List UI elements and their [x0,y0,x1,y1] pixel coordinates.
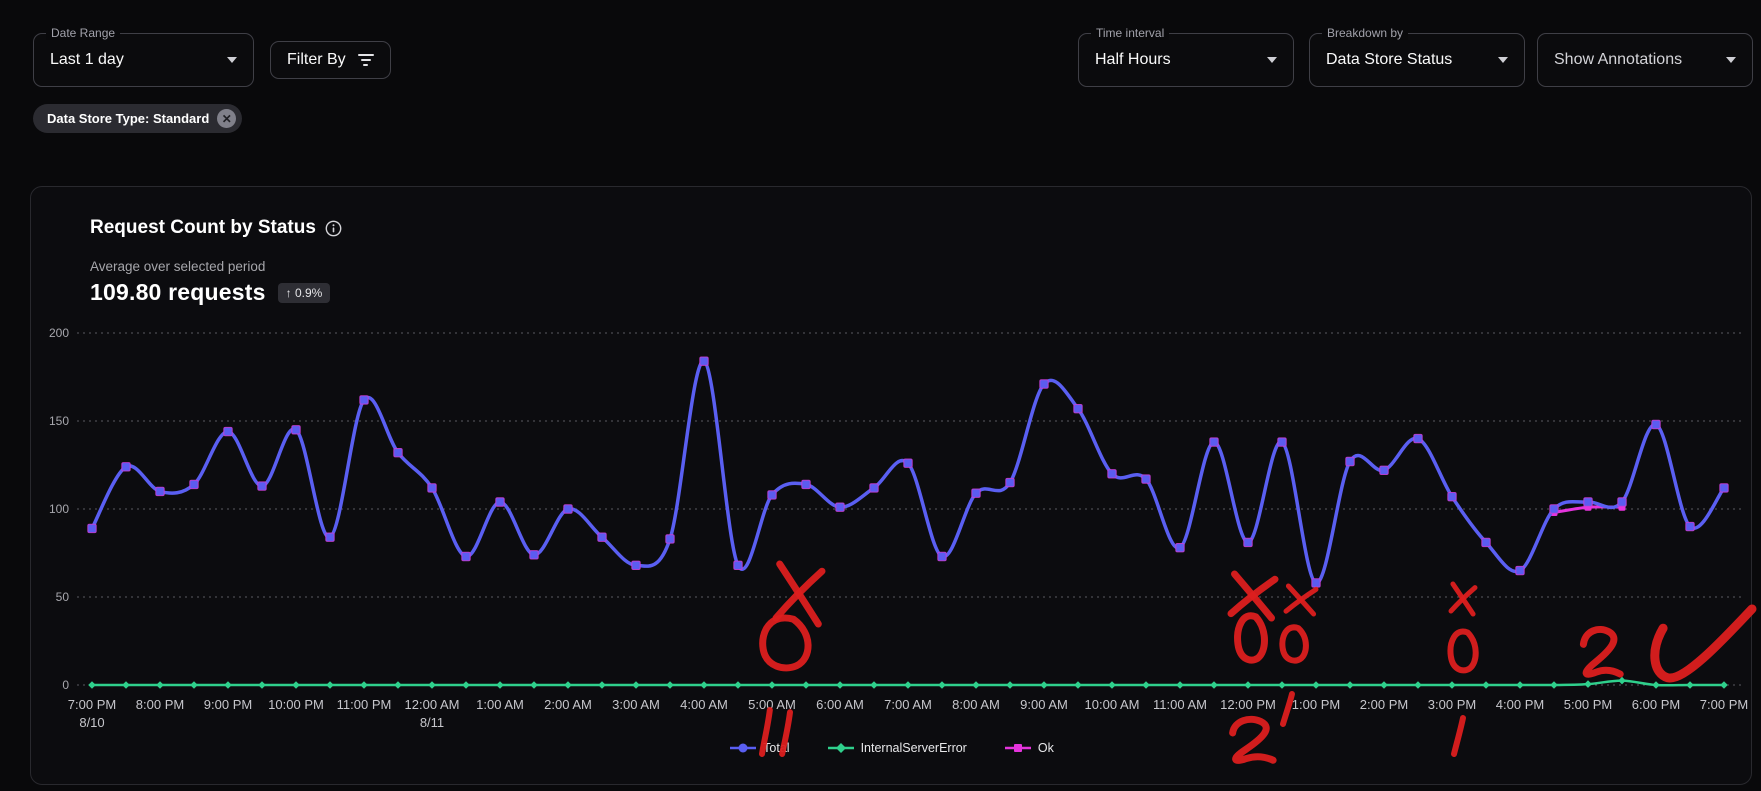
chart-title: Request Count by Status [90,217,316,238]
svg-text:2:00 PM: 2:00 PM [1360,697,1408,712]
legend-label: InternalServerError [860,741,967,755]
time-interval-select[interactable]: Time interval Half Hours [1078,26,1294,87]
filter-chip-label: Data Store Type: Standard [47,111,210,126]
time-interval-value: Half Hours [1095,51,1171,68]
svg-text:1:00 AM: 1:00 AM [476,697,524,712]
svg-text:50: 50 [56,590,70,604]
filter-chip[interactable]: Data Store Type: Standard ✕ [33,104,243,133]
svg-text:9:00 PM: 9:00 PM [204,697,252,712]
date-range-label: Date Range [46,26,121,40]
request-count-chart: 0 50 100 150 200 7:00 PM 8:00 PM 9:00 PM 10:00 P… [49,326,1748,730]
svg-text:100: 100 [49,502,69,516]
metric-delta-badge: ↑ 0.9% [277,282,331,303]
filter-by-label: Filter By [287,51,346,68]
breakdown-by-select[interactable]: Breakdown by Data Store Status [1309,26,1525,87]
svg-text:7:00 PM: 7:00 PM [1700,697,1748,712]
chevron-down-icon [1498,57,1508,63]
svg-text:8/11: 8/11 [420,715,444,730]
svg-text:7:00 AM: 7:00 AM [884,697,932,712]
legend-marker-icon [730,743,757,753]
chart-legend: Total InternalServerError Ok [31,741,1753,755]
svg-text:8:00 AM: 8:00 AM [952,697,1000,712]
legend-label: Ok [1037,741,1054,755]
svg-text:0: 0 [62,678,69,692]
svg-text:1:00 PM: 1:00 PM [1292,697,1340,712]
filter-by-button[interactable]: Filter By [270,41,391,79]
svg-text:11:00 AM: 11:00 AM [1153,697,1207,712]
chart-area: 0 50 100 150 200 7:00 PM 8:00 PM 9:00 PM 10:00 P… [31,321,1753,786]
svg-text:12:00 AM: 12:00 AM [405,697,460,712]
svg-text:9:00 AM: 9:00 AM [1020,697,1068,712]
chart-card: Request Count by Status Average over sel… [30,186,1752,785]
svg-text:6:00 PM: 6:00 PM [1632,697,1680,712]
chevron-down-icon [227,57,237,63]
svg-text:200: 200 [49,326,69,340]
chevron-down-icon [1726,57,1736,63]
svg-text:4:00 PM: 4:00 PM [1496,697,1544,712]
svg-text:7:00 PM: 7:00 PM [68,697,116,712]
svg-text:150: 150 [49,414,69,428]
svg-text:8/10: 8/10 [79,715,104,730]
svg-text:12:00 PM: 12:00 PM [1220,697,1276,712]
svg-text:4:00 AM: 4:00 AM [680,697,728,712]
legend-item-total[interactable]: Total [730,741,790,755]
breakdown-by-value: Data Store Status [1326,51,1453,68]
show-annotations-value: Show Annotations [1554,51,1683,68]
svg-text:5:00 PM: 5:00 PM [1564,697,1612,712]
close-icon[interactable]: ✕ [217,109,237,128]
legend-marker-icon [1004,744,1031,752]
date-range-select[interactable]: Date Range Last 1 day [33,26,254,87]
svg-text:5:00 AM: 5:00 AM [748,697,796,712]
svg-text:10:00 PM: 10:00 PM [268,697,324,712]
legend-item-internalservererror[interactable]: InternalServerError [827,741,967,755]
chart-subtitle: Average over selected period [90,259,266,274]
legend-marker-icon [827,743,854,753]
svg-text:8:00 PM: 8:00 PM [136,697,184,712]
filter-icon [357,54,374,66]
info-icon[interactable] [325,220,342,237]
svg-text:11:00 PM: 11:00 PM [337,697,392,712]
breakdown-by-label: Breakdown by [1322,26,1409,40]
show-annotations-select[interactable]: Show Annotations [1537,33,1753,87]
svg-text:6:00 AM: 6:00 AM [816,697,864,712]
svg-text:10:00 AM: 10:00 AM [1085,697,1140,712]
chevron-down-icon [1267,57,1277,63]
time-interval-label: Time interval [1091,26,1170,40]
legend-label: Total [763,741,790,755]
svg-text:3:00 PM: 3:00 PM [1428,697,1476,712]
date-range-value: Last 1 day [50,51,124,68]
svg-text:3:00 AM: 3:00 AM [612,697,660,712]
legend-item-ok[interactable]: Ok [1004,741,1054,755]
metric-value: 109.80 requests [90,279,266,305]
svg-text:2:00 AM: 2:00 AM [544,697,592,712]
